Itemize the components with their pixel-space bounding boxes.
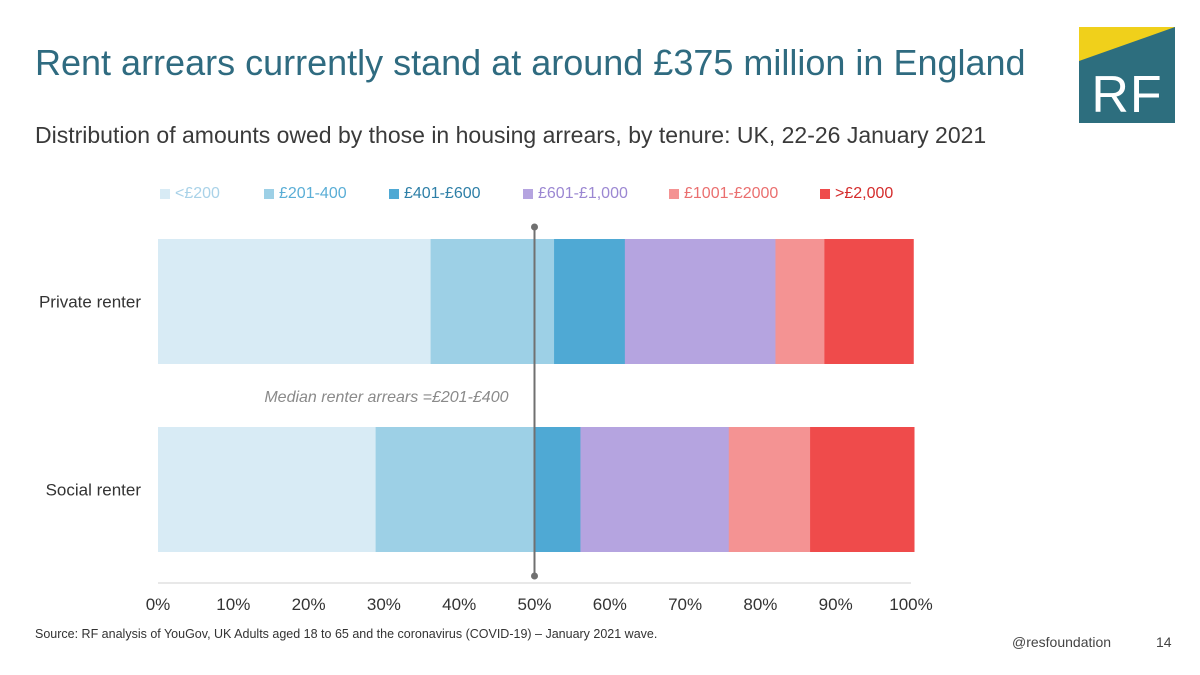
rf-logo-text: RF — [1091, 66, 1163, 124]
legend-label-0: <£200 — [175, 185, 220, 202]
rf-logo: RF — [1079, 27, 1175, 124]
median-line-top-dot — [531, 223, 538, 231]
bar-private-renter-1 — [430, 239, 555, 364]
legend-item-5: >£2,000 — [820, 184, 893, 204]
x-tick-label-6: 60% — [593, 595, 627, 614]
legend-swatch-1 — [264, 189, 274, 199]
x-tick-label-7: 70% — [668, 595, 702, 614]
bar-social-renter-5 — [810, 427, 915, 552]
legend-swatch-0 — [160, 189, 170, 199]
legend-swatch-4 — [669, 189, 679, 199]
x-tick-label-9: 90% — [819, 595, 853, 614]
bar-social-renter-0 — [158, 427, 377, 552]
category-label-private-renter: Private renter — [39, 293, 141, 312]
bar-private-renter-2 — [554, 239, 626, 364]
median-line-bottom-dot — [531, 572, 538, 580]
slide-title: Rent arrears currently stand at around £… — [35, 42, 1026, 83]
bar-private-renter-3 — [624, 239, 776, 364]
x-tick-label-10: 100% — [889, 595, 932, 614]
legend-label-1: £201-400 — [279, 185, 347, 202]
legend-item-1: £201-400 — [264, 184, 347, 204]
bar-private-renter-5 — [824, 239, 914, 364]
x-tick-label-5: 50% — [517, 595, 551, 614]
category-label-social-renter: Social renter — [46, 481, 142, 500]
chart-subtitle: Distribution of amounts owed by those in… — [35, 122, 987, 148]
x-tick-label-0: 0% — [146, 595, 171, 614]
bar-social-renter-1 — [375, 427, 535, 552]
legend-item-4: £1001-£2000 — [669, 184, 778, 204]
legend-swatch-2 — [389, 189, 399, 199]
x-tick-label-8: 80% — [743, 595, 777, 614]
bar-social-renter-2 — [534, 427, 581, 552]
x-tick-label-2: 20% — [292, 595, 326, 614]
x-tick-label-3: 30% — [367, 595, 401, 614]
bar-private-renter-0 — [158, 239, 432, 364]
legend-label-2: £401-£600 — [404, 185, 481, 202]
legend-item-2: £401-£600 — [389, 184, 481, 204]
legend-label-3: £601-£1,000 — [538, 185, 628, 202]
page-number: 14 — [1156, 634, 1172, 650]
bar-social-renter-4 — [728, 427, 811, 552]
bar-social-renter-3 — [580, 427, 730, 552]
legend-item-0: <£200 — [160, 184, 220, 204]
x-tick-label-1: 10% — [216, 595, 250, 614]
legend-item-3: £601-£1,000 — [523, 184, 628, 204]
legend-label-4: £1001-£2000 — [684, 185, 779, 202]
legend-label-5: >£2,000 — [835, 185, 894, 202]
x-tick-label-4: 40% — [442, 595, 476, 614]
bar-private-renter-4 — [775, 239, 825, 364]
median-annotation: Median renter arrears =£201-£400 — [264, 389, 508, 406]
legend-swatch-5 — [820, 189, 830, 199]
twitter-handle: @resfoundation — [1012, 634, 1112, 650]
chart-legend: <£200 £201-400 £401-£600 £601-£1,000 £1001-£… — [160, 184, 920, 204]
source-note: Source: RF analysis of YouGov, UK Adults… — [35, 627, 658, 641]
rf-logo-mark — [1079, 27, 1175, 123]
legend-swatch-3 — [523, 189, 533, 199]
